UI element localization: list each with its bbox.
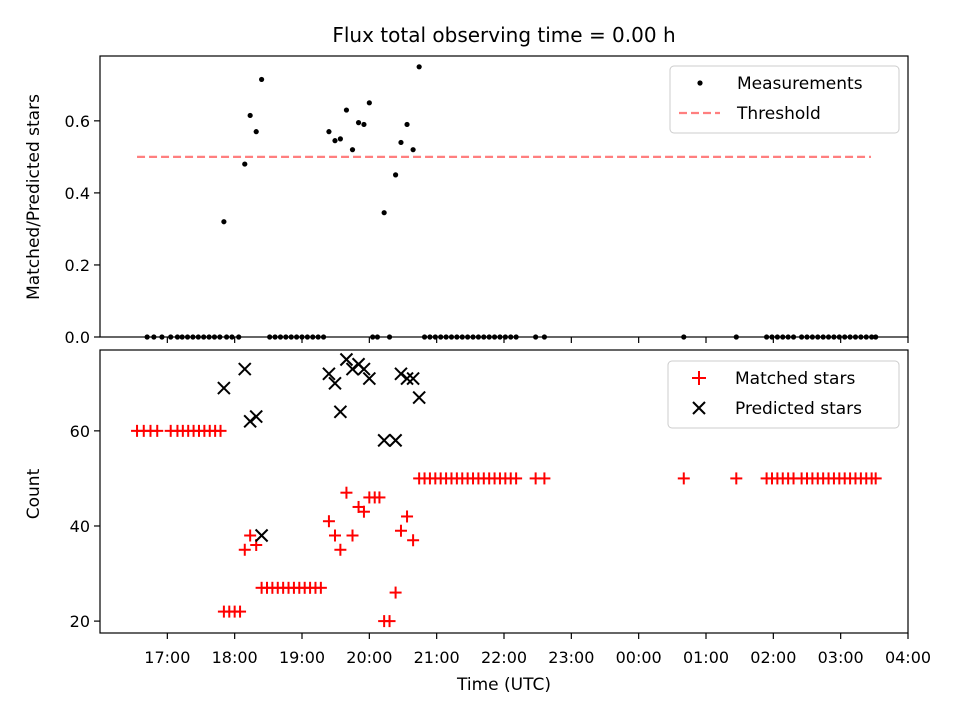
matched-stars-point [730, 472, 743, 485]
matched-stars-point [244, 529, 257, 542]
predicted-stars-point [217, 381, 231, 395]
measurement-point [326, 129, 332, 135]
x-tick-label: 02:00 [750, 648, 796, 667]
top-y-axis-label: Matched/Predicted stars [24, 94, 44, 300]
matched-stars-point [538, 472, 551, 485]
predicted-stars-point [238, 362, 252, 376]
x-tick-label: 01:00 [683, 648, 729, 667]
legend-matched-plus [692, 371, 706, 385]
predicted-stars-point [328, 376, 342, 391]
matched-stars-point [407, 534, 420, 547]
top-y-tick-label: 0.4 [65, 184, 90, 203]
predicted-stars-point [322, 367, 336, 381]
top-x-ticks [166, 337, 909, 343]
matched-stars-point [238, 543, 251, 556]
measurement-point [410, 147, 416, 153]
bottom-legend: Matched stars Predicted stars [667, 360, 900, 429]
x-tick-label: 19:00 [279, 648, 325, 667]
legend-measurements-dot [697, 80, 703, 86]
predicted-stars-point [357, 362, 371, 376]
x-tick-label: 18:00 [212, 648, 258, 667]
x-tick-label: 20:00 [346, 648, 392, 667]
x-tick-label: 04:00 [885, 648, 931, 667]
predicted-stars-point [249, 409, 263, 424]
bottom-x-axis: 17:00 18:00 19:00 20:00 21:00 22:00 23:00 00:00… [144, 633, 931, 667]
top-y-tick-label: 0.2 [65, 256, 90, 275]
matched-stars-point [383, 615, 396, 628]
matched-stars-point [510, 472, 523, 485]
predicted-stars-point [400, 371, 414, 386]
matched-stars-point [328, 529, 341, 542]
matched-stars-point [389, 586, 402, 599]
top-legend: Measurements Threshold [669, 65, 900, 134]
matched-stars-point [394, 524, 407, 537]
x-tick-label: 22:00 [481, 648, 527, 667]
matched-stars-point [373, 491, 386, 504]
measurement-point [416, 64, 422, 70]
x-tick-label: 03:00 [818, 648, 864, 667]
measurement-point [253, 129, 259, 135]
measurement-point [242, 161, 248, 167]
matched-stars-point [401, 510, 414, 523]
matched-stars-point [357, 505, 370, 518]
measurement-point [398, 139, 404, 146]
predicted-stars-point [412, 390, 426, 405]
x-tick-label: 23:00 [548, 648, 594, 667]
bottom-y-tick-label: 60 [70, 422, 90, 441]
top-panel: 0.0 0.2 0.4 0.6 Matched/Predicted stars Mea… [24, 55, 909, 347]
bottom-panel: 20 40 60 17:00 18:00 19:00 20:00 21:00 22:00 23:… [24, 349, 931, 695]
matched-stars-point [214, 424, 227, 437]
top-y-axis: 0.0 0.2 0.4 0.6 [65, 112, 100, 347]
legend-measurements-label: Measurements [737, 74, 863, 94]
predicted-stars-point [362, 371, 377, 386]
legend-predicted-x [692, 401, 706, 415]
bottom-y-axis: 20 40 60 [70, 422, 100, 631]
measurement-point [221, 219, 227, 225]
measurement-point [349, 147, 356, 153]
matched-stars-point [151, 424, 164, 437]
chart-title: Flux total observing time = 0.00 h [332, 23, 675, 47]
legend-predicted-label: Predicted stars [735, 399, 862, 419]
measurement-point [404, 121, 410, 128]
predicted-stars-point [406, 371, 420, 386]
measurement-point [392, 172, 399, 178]
predicted-stars-point [333, 405, 348, 419]
predicted-stars-point [388, 433, 403, 448]
top-y-tick-label: 0.6 [65, 112, 90, 131]
bottom-legend-box [667, 360, 900, 429]
measurement-point [332, 138, 338, 144]
top-y-tick-label: 0.0 [65, 328, 90, 347]
x-tick-label: 17:00 [144, 648, 190, 667]
x-axis-label: Time (UTC) [456, 675, 551, 695]
x-tick-label: 21:00 [414, 648, 460, 667]
matched-stars-point [334, 543, 347, 556]
matched-stars-point [869, 472, 882, 485]
predicted-stars-point [254, 528, 269, 543]
measurement-point [366, 100, 372, 106]
matched-stars-point [346, 529, 359, 542]
predicted-stars-point [339, 352, 354, 367]
measurement-point [355, 120, 362, 126]
bottom-y-tick-label: 20 [70, 612, 90, 631]
matched-stars-point [677, 472, 690, 485]
matched-stars-point [340, 486, 353, 499]
predicted-stars-point [377, 433, 391, 448]
x-tick-label: 00:00 [616, 648, 662, 667]
measurement-point [337, 136, 343, 142]
top-legend-box [669, 65, 900, 134]
bottom-y-axis-label: Count [24, 468, 44, 519]
measurement-point [381, 210, 387, 216]
matched-stars-point [234, 605, 247, 618]
measurement-point [361, 121, 367, 128]
matched-stars-point [322, 515, 335, 528]
measurement-point [343, 107, 350, 113]
matched-stars-point [314, 581, 327, 594]
measurement-point [259, 76, 265, 83]
bottom-y-tick-label: 40 [70, 517, 90, 536]
legend-threshold-label: Threshold [736, 104, 821, 124]
bottom-panel-marks [131, 352, 882, 628]
measurement-point [247, 112, 253, 119]
legend-matched-label: Matched stars [735, 369, 855, 389]
